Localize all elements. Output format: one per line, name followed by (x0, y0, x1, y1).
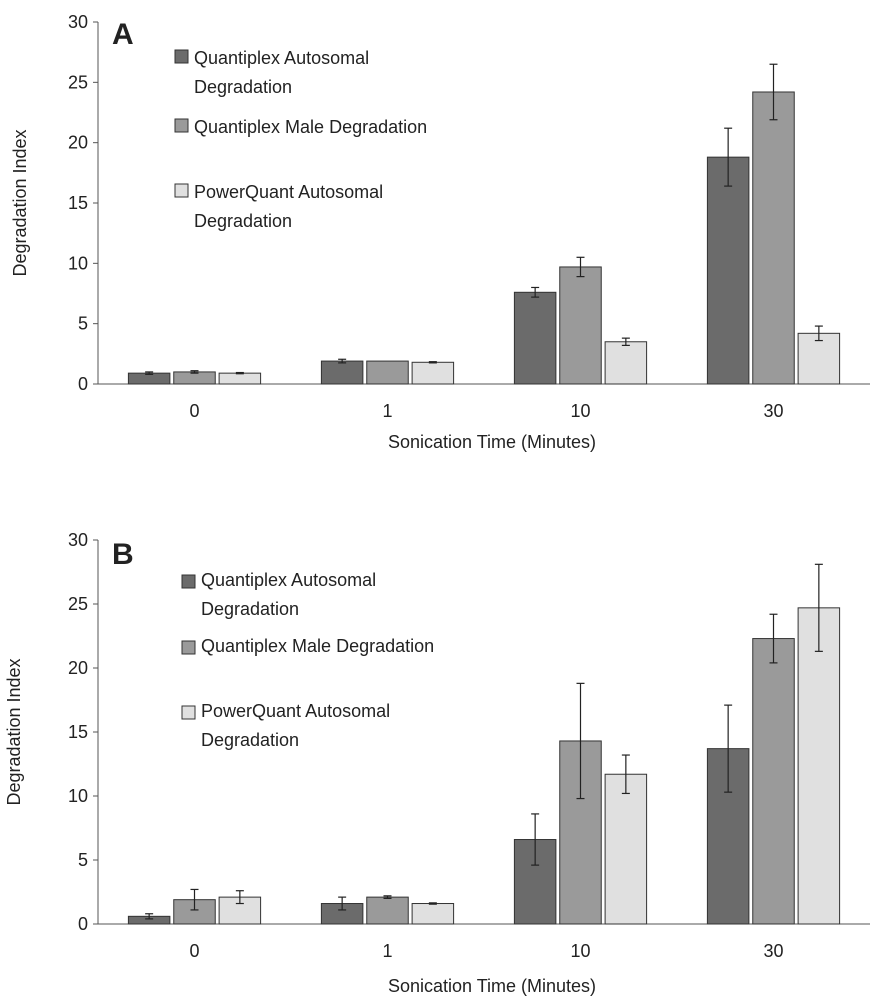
bar (559, 266, 602, 385)
legend-label: PowerQuant Autosomal (194, 182, 383, 202)
legend-label: Quantiplex Autosomal (194, 48, 369, 68)
legend-label: Degradation (194, 77, 292, 97)
y-tick-label: 25 (68, 594, 88, 614)
panel-label: B (112, 538, 134, 571)
y-tick-label: 0 (78, 374, 88, 394)
y-tick-label: 30 (68, 12, 88, 32)
legend-label: Quantiplex Autosomal (201, 570, 376, 590)
x-axis-title: Sonication Time (Minutes) (388, 432, 596, 452)
panel-label: A (112, 18, 134, 51)
bar (411, 361, 455, 385)
bar (752, 638, 795, 925)
legend-label: PowerQuant Autosomal (201, 701, 390, 721)
chart-a-svg: 0 5 10 15 20 25 30 0 1 10 30 Sonication Time (Minut… (10, 12, 870, 452)
x-tick-label: 10 (570, 941, 590, 961)
y-axis-title: Degradation Index (10, 129, 30, 276)
legend-label: Degradation (194, 211, 292, 231)
legend-swatch (174, 118, 189, 133)
bar (706, 156, 750, 385)
y-tick-label: 5 (78, 850, 88, 870)
chart-b-svg: 0 5 10 15 20 25 30 0 1 10 30 Sonication Time (Minut… (4, 530, 870, 996)
bar (218, 372, 262, 385)
legend-label: Quantiplex Male Degradation (194, 117, 427, 137)
x-tick-label: 0 (189, 941, 199, 961)
x-tick-label: 1 (382, 401, 392, 421)
legend-label: Degradation (201, 730, 299, 750)
y-tick-label: 0 (78, 914, 88, 934)
y-tick-label: 5 (78, 314, 88, 334)
legend-swatch (181, 705, 196, 720)
chart-panel-b: 0 5 10 15 20 25 30 0 1 10 30 Sonication Time (Minut… (0, 520, 875, 998)
bar (173, 371, 216, 385)
bar (752, 91, 795, 385)
y-tick-label: 20 (68, 658, 88, 678)
x-axis-title: Sonication Time (Minutes) (388, 976, 596, 996)
bar (411, 903, 455, 925)
legend-label: Degradation (201, 599, 299, 619)
legend-swatch (174, 49, 189, 64)
bar (604, 341, 648, 385)
y-tick-label: 20 (68, 133, 88, 153)
y-tick-label: 10 (68, 786, 88, 806)
bar (604, 773, 648, 925)
bar (366, 360, 409, 385)
y-tick-label: 30 (68, 530, 88, 550)
x-tick-label: 30 (763, 941, 783, 961)
bar (320, 360, 364, 385)
x-tick-label: 1 (382, 941, 392, 961)
x-tick-label: 30 (763, 401, 783, 421)
y-axis-title: Degradation Index (4, 658, 24, 805)
y-tick-label: 15 (68, 193, 88, 213)
x-tick-label: 0 (189, 401, 199, 421)
bar (513, 291, 557, 385)
legend-swatch (181, 574, 196, 589)
y-tick-label: 15 (68, 722, 88, 742)
bar (797, 607, 841, 925)
x-tick-label: 10 (570, 401, 590, 421)
legend-swatch (181, 640, 196, 655)
legend-swatch (174, 183, 189, 198)
chart-panel-a: 0 5 10 15 20 25 30 0 1 10 30 Sonication Time (Minut… (0, 0, 875, 470)
bar (366, 896, 409, 925)
y-tick-label: 10 (68, 253, 88, 273)
y-tick-label: 25 (68, 72, 88, 92)
legend-label: Quantiplex Male Degradation (201, 636, 434, 656)
